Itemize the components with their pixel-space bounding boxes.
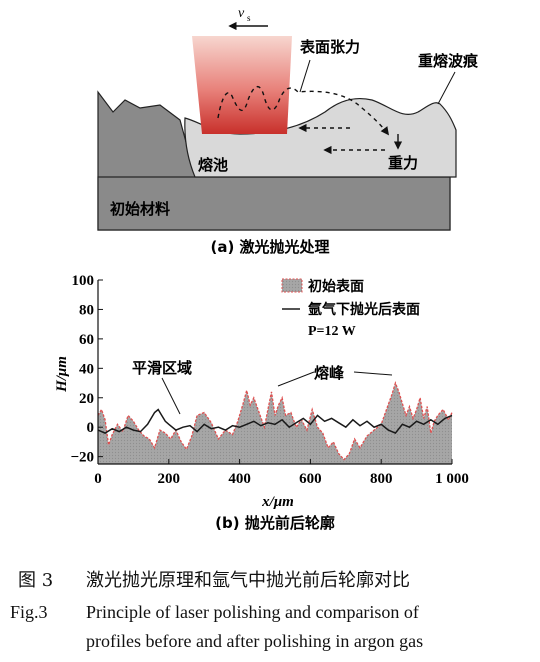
legend-initial-swatch — [281, 278, 303, 293]
melt-peak-leader-left — [277, 371, 315, 387]
x-tick-label: 400 — [228, 471, 251, 487]
melt-pool-label: 熔池 — [198, 156, 228, 174]
caption-cn-text: 激光抛光原理和氩气中抛光前后轮廓对比 — [86, 570, 410, 591]
x-tick-label: 800 — [370, 471, 393, 487]
marangoni-flow-path — [217, 86, 390, 136]
y-axis-label: H/μm — [54, 356, 70, 393]
x-axis-label: x/μm — [261, 494, 294, 510]
smooth-region-leader — [161, 377, 181, 415]
legend-polished-label: 氩气下抛光后表面 — [308, 301, 420, 318]
initial-surface-edge — [97, 381, 453, 461]
y-tick-label: 80 — [79, 302, 94, 318]
x-tick-label: 600 — [299, 471, 322, 487]
x-tick-label: 200 — [158, 471, 181, 487]
caption-en-text-line1: Principle of laser polishing and compari… — [86, 602, 419, 622]
caption-en-label: Fig.3 — [10, 602, 48, 622]
y-tick-label: −20 — [70, 450, 94, 466]
x-tick-label: 1 000 — [435, 471, 469, 487]
panel-a-caption: (a) 激光抛光处理 — [210, 238, 329, 256]
panel-b-caption: (b) 抛光前后轮廓 — [215, 514, 335, 532]
y-tick-label: 0 — [87, 420, 95, 436]
y-tick-label: 100 — [72, 273, 95, 289]
surface-tension-leader — [299, 59, 311, 93]
polished-surface-line — [97, 408, 453, 435]
initial-material-label: 初始材料 — [110, 200, 170, 218]
surface-tension-label: 表面张力 — [300, 38, 360, 56]
laser-polishing-schematic: v s 表面张力 重熔波痕 熔池 重力 初始材料 (a) 激光抛光处理 — [97, 6, 479, 256]
velocity-label: v — [238, 6, 245, 21]
y-tick-label: 40 — [79, 361, 94, 377]
legend-initial-label: 初始表面 — [308, 278, 364, 295]
y-tick-label: 60 — [79, 332, 94, 348]
remelt-leader — [437, 71, 456, 105]
legend-power-label: P=12 W — [308, 324, 356, 339]
melt-peak-leader-right — [353, 371, 393, 376]
melt-peak-label: 熔峰 — [314, 364, 345, 382]
velocity-subscript: s — [247, 13, 251, 23]
x-tick-label: 0 — [94, 471, 102, 487]
base-slab — [97, 176, 451, 231]
remelt-ripple-label: 重熔波痕 — [418, 52, 479, 70]
smooth-region-label: 平滑区域 — [132, 359, 192, 377]
caption-en-text-line2: profiles before and after polishing in a… — [86, 631, 424, 651]
caption-cn-label: 图 3 — [18, 570, 54, 591]
gravity-label: 重力 — [388, 154, 418, 172]
laser-beam — [192, 36, 292, 134]
y-tick-label: 20 — [79, 391, 94, 407]
